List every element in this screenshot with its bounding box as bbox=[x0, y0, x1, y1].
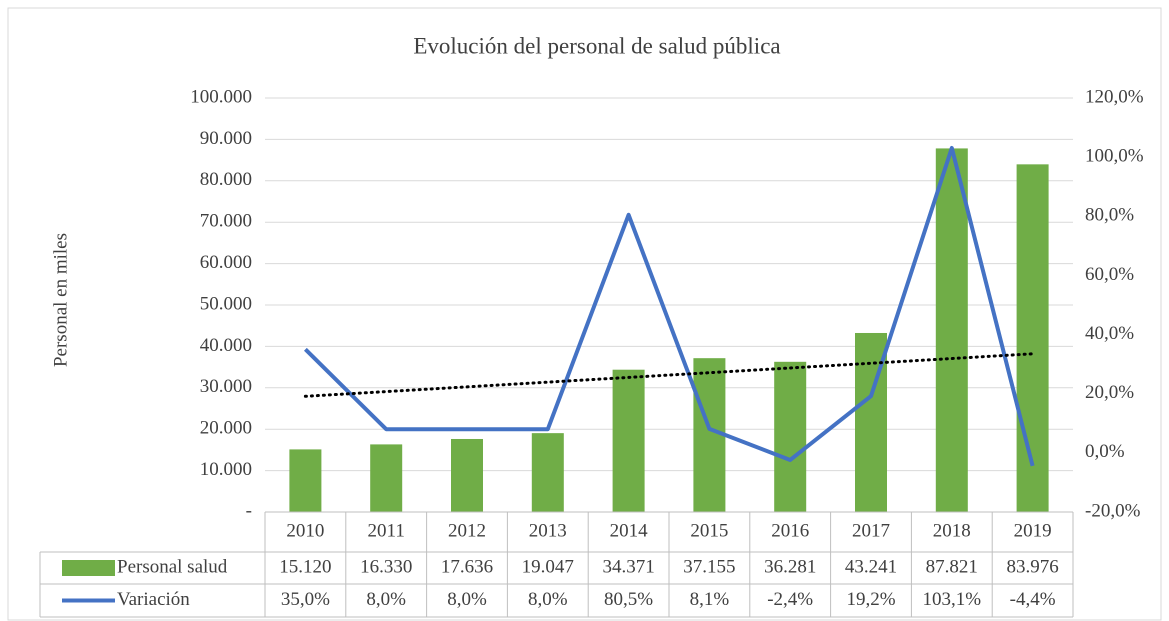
x-tick-label: 2014 bbox=[610, 520, 649, 541]
data-label: 17.636 bbox=[441, 556, 493, 577]
legend-key bbox=[62, 560, 115, 576]
x-tick-label: 2016 bbox=[771, 520, 809, 541]
chart-title: Evolución del personal de salud pública bbox=[413, 33, 780, 58]
y2-tick-label: 80,0% bbox=[1085, 205, 1134, 226]
y-tick-label: 40.000 bbox=[200, 335, 252, 356]
y-tick-label: 20.000 bbox=[200, 418, 252, 439]
bar bbox=[1016, 164, 1049, 512]
data-label: 16.330 bbox=[360, 556, 412, 577]
y2-tick-label: 0,0% bbox=[1085, 441, 1125, 462]
bar bbox=[451, 438, 483, 512]
y-tick-label: 90.000 bbox=[200, 128, 252, 149]
y-tick-label: 10.000 bbox=[200, 459, 252, 480]
data-label: 19.047 bbox=[522, 556, 574, 577]
x-tick-label: 2011 bbox=[368, 520, 405, 541]
data-label: 19,2% bbox=[846, 589, 895, 610]
x-tick-label: 2018 bbox=[933, 520, 971, 541]
y2-tick-label: 60,0% bbox=[1085, 264, 1134, 285]
y-tick-label: 60.000 bbox=[200, 252, 252, 273]
legend-label: Personal salud bbox=[117, 556, 228, 577]
trendline bbox=[303, 352, 1035, 398]
data-label: 34.371 bbox=[602, 556, 654, 577]
data-label: 8,1% bbox=[690, 589, 730, 610]
y-tick-label: 80.000 bbox=[200, 169, 252, 190]
y-tick-label: 30.000 bbox=[200, 376, 252, 397]
data-label: 43.241 bbox=[845, 556, 897, 577]
y2-tick-label: 20,0% bbox=[1085, 382, 1134, 403]
bar bbox=[531, 433, 564, 512]
bar bbox=[370, 444, 403, 512]
data-label: 83.976 bbox=[1006, 556, 1058, 577]
data-label: 37.155 bbox=[683, 556, 735, 577]
bar bbox=[612, 369, 645, 512]
y-tick-label: 50.000 bbox=[200, 293, 252, 314]
data-label: 15.120 bbox=[279, 556, 331, 577]
y-tick-label: - bbox=[246, 500, 252, 521]
bar bbox=[289, 449, 322, 512]
x-tick-label: 2017 bbox=[852, 520, 890, 541]
data-label: 8,0% bbox=[528, 589, 568, 610]
data-label: 8,0% bbox=[366, 589, 406, 610]
y-tick-label: 70.000 bbox=[200, 211, 252, 232]
y2-tick-label: -20,0% bbox=[1085, 500, 1141, 521]
x-tick-label: 2019 bbox=[1014, 520, 1052, 541]
data-label: 87.821 bbox=[926, 556, 978, 577]
bar bbox=[935, 148, 968, 512]
data-label: 36.281 bbox=[764, 556, 816, 577]
x-tick-label: 2015 bbox=[690, 520, 728, 541]
legend-label: Variación bbox=[117, 589, 190, 610]
data-label: -2,4% bbox=[767, 589, 813, 610]
data-label: -4,4% bbox=[1010, 589, 1056, 610]
data-label: 35,0% bbox=[281, 589, 330, 610]
y-axis-title: Personal en miles bbox=[50, 233, 71, 367]
y-tick-label: 100.000 bbox=[190, 86, 252, 107]
y2-tick-label: 120,0% bbox=[1085, 86, 1144, 107]
y2-tick-label: 100,0% bbox=[1085, 146, 1144, 167]
y2-tick-label: 40,0% bbox=[1085, 323, 1134, 344]
data-label: 80,5% bbox=[604, 589, 653, 610]
x-tick-label: 2013 bbox=[529, 520, 567, 541]
data-label: 8,0% bbox=[447, 589, 487, 610]
chart-border bbox=[7, 7, 1162, 621]
data-label: 103,1% bbox=[923, 589, 982, 610]
bar bbox=[774, 361, 807, 512]
line bbox=[303, 145, 1035, 467]
x-tick-label: 2010 bbox=[286, 520, 324, 541]
x-tick-label: 2012 bbox=[448, 520, 486, 541]
